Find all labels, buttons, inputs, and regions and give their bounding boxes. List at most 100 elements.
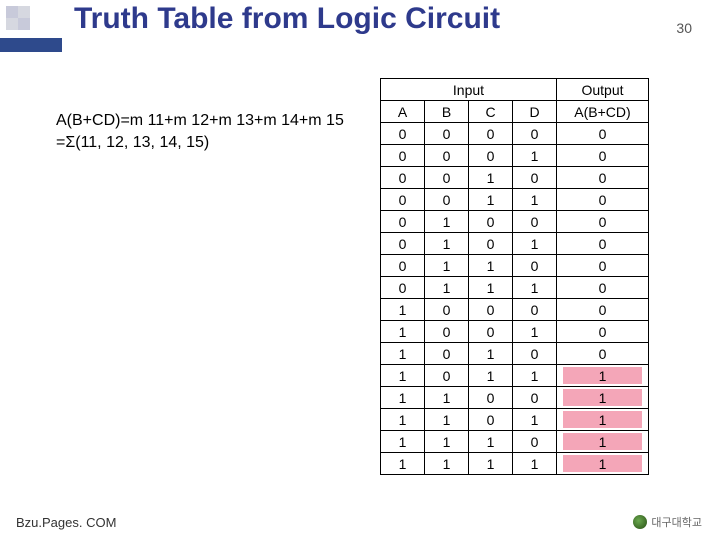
table-row: 01000 bbox=[381, 211, 649, 233]
cell-output: 1 bbox=[557, 453, 649, 475]
table-row: 11011 bbox=[381, 409, 649, 431]
cell-c: 0 bbox=[469, 321, 513, 343]
cell-c: 0 bbox=[469, 409, 513, 431]
cell-a: 1 bbox=[381, 365, 425, 387]
cell-b: 0 bbox=[425, 299, 469, 321]
cell-c: 0 bbox=[469, 123, 513, 145]
formula-line-1: A(B+CD)=m 11+m 12+m 13+m 14+m 15 bbox=[56, 110, 344, 132]
cell-a: 1 bbox=[381, 387, 425, 409]
cell-a: 1 bbox=[381, 431, 425, 453]
table-row: 10000 bbox=[381, 299, 649, 321]
cell-d: 0 bbox=[513, 387, 557, 409]
cell-d: 0 bbox=[513, 167, 557, 189]
cell-d: 0 bbox=[513, 343, 557, 365]
cell-d: 1 bbox=[513, 365, 557, 387]
cell-output: 0 bbox=[557, 211, 649, 233]
cell-d: 1 bbox=[513, 409, 557, 431]
table-row: 10010 bbox=[381, 321, 649, 343]
col-header-a: A bbox=[381, 101, 425, 123]
cell-output: 1 bbox=[557, 409, 649, 431]
cell-b: 0 bbox=[425, 123, 469, 145]
table-row: 00010 bbox=[381, 145, 649, 167]
cell-b: 1 bbox=[425, 277, 469, 299]
formula-block: A(B+CD)=m 11+m 12+m 13+m 14+m 15 =Σ(11, … bbox=[56, 110, 344, 153]
cell-a: 1 bbox=[381, 343, 425, 365]
footer-text: Bzu.Pages. COM bbox=[16, 515, 116, 530]
cell-b: 0 bbox=[425, 145, 469, 167]
cell-d: 1 bbox=[513, 277, 557, 299]
corner-decoration bbox=[0, 0, 38, 38]
cell-output: 0 bbox=[557, 189, 649, 211]
table-row: 10100 bbox=[381, 343, 649, 365]
cell-output: 0 bbox=[557, 277, 649, 299]
table-row: 01010 bbox=[381, 233, 649, 255]
cell-a: 0 bbox=[381, 145, 425, 167]
cell-output: 0 bbox=[557, 145, 649, 167]
cell-d: 0 bbox=[513, 211, 557, 233]
cell-b: 1 bbox=[425, 409, 469, 431]
cell-b: 1 bbox=[425, 233, 469, 255]
cell-d: 1 bbox=[513, 321, 557, 343]
cell-output: 0 bbox=[557, 167, 649, 189]
input-group-header: Input bbox=[381, 79, 557, 101]
table-row: 11101 bbox=[381, 431, 649, 453]
page-number: 30 bbox=[676, 18, 692, 38]
cell-output: 0 bbox=[557, 233, 649, 255]
truth-table-body: 0000000010001000011001000010100110001110… bbox=[381, 123, 649, 475]
cell-d: 0 bbox=[513, 431, 557, 453]
truth-table: Input Output A B C D A(B+CD) 00000000100… bbox=[380, 78, 649, 475]
cell-d: 0 bbox=[513, 299, 557, 321]
cell-d: 1 bbox=[513, 145, 557, 167]
cell-a: 0 bbox=[381, 277, 425, 299]
logo-mark-icon bbox=[633, 515, 647, 529]
col-header-b: B bbox=[425, 101, 469, 123]
cell-output: 0 bbox=[557, 255, 649, 277]
cell-a: 0 bbox=[381, 167, 425, 189]
col-header-d: D bbox=[513, 101, 557, 123]
cell-c: 0 bbox=[469, 233, 513, 255]
cell-d: 0 bbox=[513, 255, 557, 277]
cell-output: 1 bbox=[557, 387, 649, 409]
logo-text: 대구대학교 bbox=[651, 514, 702, 530]
cell-c: 1 bbox=[469, 189, 513, 211]
cell-c: 1 bbox=[469, 431, 513, 453]
table-row: 01100 bbox=[381, 255, 649, 277]
cell-c: 1 bbox=[469, 365, 513, 387]
cell-d: 1 bbox=[513, 233, 557, 255]
cell-c: 1 bbox=[469, 255, 513, 277]
table-row: 00100 bbox=[381, 167, 649, 189]
output-group-header: Output bbox=[557, 79, 649, 101]
cell-a: 1 bbox=[381, 409, 425, 431]
cell-b: 1 bbox=[425, 387, 469, 409]
cell-b: 0 bbox=[425, 365, 469, 387]
table-row: 10111 bbox=[381, 365, 649, 387]
cell-b: 0 bbox=[425, 343, 469, 365]
cell-b: 1 bbox=[425, 255, 469, 277]
cell-a: 0 bbox=[381, 211, 425, 233]
cell-b: 0 bbox=[425, 189, 469, 211]
table-row: 11001 bbox=[381, 387, 649, 409]
cell-c: 1 bbox=[469, 277, 513, 299]
cell-a: 0 bbox=[381, 189, 425, 211]
university-logo: 대구대학교 bbox=[633, 514, 702, 530]
cell-b: 1 bbox=[425, 431, 469, 453]
cell-a: 0 bbox=[381, 255, 425, 277]
cell-d: 0 bbox=[513, 123, 557, 145]
cell-c: 1 bbox=[469, 453, 513, 475]
cell-output: 0 bbox=[557, 123, 649, 145]
cell-a: 1 bbox=[381, 321, 425, 343]
cell-a: 0 bbox=[381, 123, 425, 145]
cell-c: 0 bbox=[469, 387, 513, 409]
cell-c: 1 bbox=[469, 167, 513, 189]
col-header-out: A(B+CD) bbox=[557, 101, 649, 123]
table-row: 11111 bbox=[381, 453, 649, 475]
cell-c: 1 bbox=[469, 343, 513, 365]
cell-c: 0 bbox=[469, 145, 513, 167]
table-row: 00110 bbox=[381, 189, 649, 211]
cell-d: 1 bbox=[513, 189, 557, 211]
cell-c: 0 bbox=[469, 211, 513, 233]
header-accent-bar bbox=[0, 38, 62, 52]
cell-output: 0 bbox=[557, 299, 649, 321]
cell-b: 0 bbox=[425, 167, 469, 189]
cell-d: 1 bbox=[513, 453, 557, 475]
